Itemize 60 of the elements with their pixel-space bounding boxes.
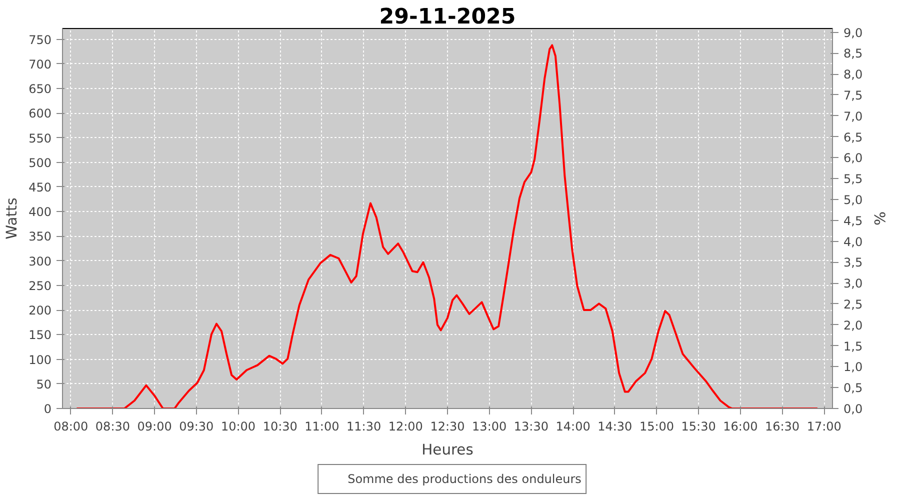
x-tick-label: 14:00	[556, 420, 590, 434]
x-tick-label: 16:00	[723, 420, 758, 434]
chart-title: 29-11-2025	[379, 4, 516, 30]
x-tick-label: 08:00	[54, 420, 88, 434]
y-tick-label: 100	[28, 352, 52, 367]
y-tick-label: 700	[28, 57, 52, 72]
x-axis-title: Heures	[422, 442, 474, 458]
x-tick-label: 10:00	[220, 420, 256, 434]
x-tick-label: 11:00	[304, 420, 340, 434]
y2-tick-label: 7,0	[844, 109, 863, 124]
x-tick-label: 11:30	[346, 420, 382, 434]
y-tick-label: 750	[28, 32, 52, 47]
y-tick-label: 200	[28, 304, 52, 318]
y-tick-label: 650	[28, 82, 52, 96]
y2-tick-label: 2,5	[844, 297, 863, 312]
y-tick-label: 550	[28, 131, 52, 146]
x-tick-label: 15:30	[681, 420, 716, 434]
y2-tick-label: 3,5	[844, 256, 863, 270]
y2-tick-label: 8,5	[844, 46, 863, 61]
y2-tick-label: 5,5	[844, 172, 863, 186]
y-tick-label: 250	[28, 278, 52, 293]
y-tick-label: 50	[36, 377, 52, 392]
x-tick-label: 14:30	[598, 420, 632, 434]
y2-axis-title: %	[870, 212, 888, 226]
y-tick-label: 500	[28, 156, 52, 170]
text: Somme des productions des onduleurs	[348, 472, 582, 486]
y2-tick-label: 7,5	[844, 88, 863, 102]
x-tick-label: 15:00	[639, 420, 674, 434]
y2-tick-label: 1,0	[844, 360, 863, 374]
y2-tick-label: 0,0	[844, 402, 863, 416]
y-tick-label: 450	[28, 180, 52, 194]
y-tick-label: 400	[28, 205, 52, 220]
y2-tick-label: 5,0	[844, 192, 863, 207]
y-tick-label: 600	[28, 106, 52, 121]
y2-tick-label: 0,5	[844, 381, 863, 396]
x-tick-label: 12:30	[430, 420, 465, 434]
x-tick-label: 08:30	[95, 420, 130, 434]
y2-tick-label: 6,0	[844, 151, 863, 166]
y2-tick-label: 3,0	[844, 276, 863, 291]
x-tick-label: 13:30	[514, 420, 548, 434]
x-tick-label: 17:00	[806, 420, 842, 434]
x-tick-label: 10:30	[262, 420, 298, 434]
y-tick-label: 350	[28, 230, 52, 244]
y2-tick-label: 2,0	[844, 318, 863, 332]
x-tick-label: 09:30	[179, 420, 214, 434]
line-series	[76, 44, 818, 408]
x-tick-label: 13:00	[472, 420, 507, 434]
y2-tick-label: 1,5	[844, 339, 863, 354]
y2-tick-label: 8,0	[844, 68, 863, 82]
y2-tick-label: 4,0	[844, 234, 863, 249]
y-axis-title: Watts	[4, 198, 21, 240]
y2-tick-label: 4,5	[844, 214, 863, 228]
y-tick-label: 150	[28, 328, 52, 342]
y2-tick-label: 9,0	[844, 26, 863, 40]
x-tick-label: 09:00	[137, 420, 172, 434]
x-tick-label: 16:30	[764, 420, 800, 434]
x-tick-label: 12:00	[388, 420, 423, 434]
y-tick-label: 300	[28, 254, 52, 268]
y-tick-label: 0	[44, 402, 52, 416]
y2-tick-label: 6,5	[844, 130, 863, 144]
